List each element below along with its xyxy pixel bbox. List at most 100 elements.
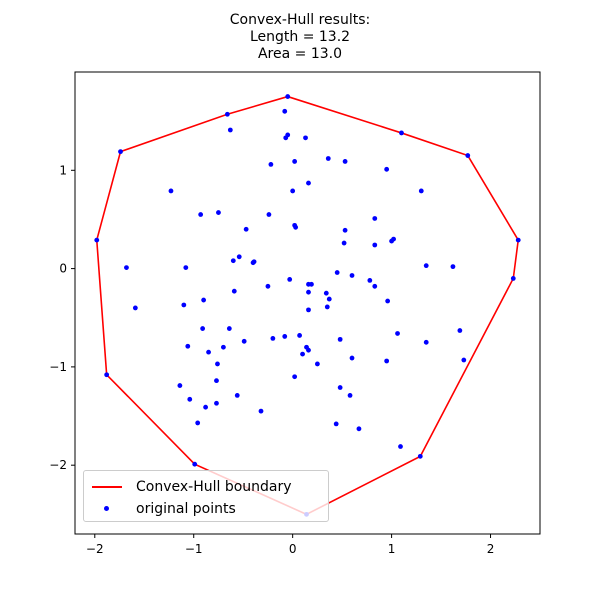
data-point (266, 212, 272, 217)
data-point (292, 374, 298, 380)
data-point (118, 149, 123, 155)
title-line-1: Convex-Hull results: (229, 12, 371, 28)
data-point (297, 333, 302, 338)
x-tick-label: −2 (86, 542, 104, 556)
x-tick-label: 1 (388, 542, 396, 556)
data-point (465, 153, 471, 158)
data-point (216, 210, 221, 215)
data-point (290, 188, 296, 194)
data-point (234, 393, 240, 398)
data-point (334, 270, 340, 275)
data-point (200, 326, 206, 331)
data-point (349, 273, 355, 278)
data-point (185, 343, 191, 349)
data-point (221, 344, 226, 350)
data-point (461, 357, 467, 363)
y-tick-label: −1 (49, 360, 67, 374)
data-point (104, 372, 110, 378)
data-point (337, 385, 343, 390)
data-point (285, 94, 291, 99)
data-point (227, 127, 233, 133)
data-point (342, 227, 348, 233)
data-point (337, 336, 343, 342)
data-point (287, 277, 293, 282)
data-point (124, 265, 129, 271)
data-point (94, 237, 100, 243)
legend-label-hull: Convex-Hull boundary (136, 479, 292, 495)
legend-label-points: original points (136, 501, 236, 517)
plot-area (74, 71, 541, 535)
data-point (132, 305, 138, 311)
data-point (349, 355, 355, 361)
data-point (306, 289, 311, 295)
data-point (303, 135, 308, 141)
data-point (457, 328, 463, 333)
x-tick-label: −1 (185, 542, 203, 556)
data-point (314, 361, 320, 367)
data-point (372, 216, 378, 221)
data-point (265, 283, 271, 289)
data-point (423, 263, 429, 269)
data-point (385, 298, 391, 304)
legend-item-points: original points (92, 499, 236, 519)
y-tick-label: 1 (59, 163, 67, 177)
data-point (326, 296, 332, 302)
data-point (177, 383, 183, 388)
title-line-3: Area = 13.0 (257, 46, 343, 62)
data-point (206, 349, 211, 355)
data-point (510, 276, 516, 281)
data-point (423, 339, 429, 345)
data-point (270, 335, 276, 341)
points-layer (94, 94, 521, 517)
data-point (418, 188, 424, 194)
data-point (372, 242, 378, 248)
data-point (224, 111, 230, 117)
legend-line-swatch (92, 477, 122, 497)
data-point (347, 393, 353, 398)
data-point (323, 290, 329, 296)
data-point (306, 307, 311, 313)
data-point (215, 361, 220, 367)
data-point (214, 400, 219, 406)
data-point (341, 240, 347, 246)
data-point (325, 156, 331, 161)
data-point (292, 159, 298, 164)
data-point (258, 408, 264, 414)
data-point (192, 461, 198, 467)
data-point (356, 426, 362, 432)
data-point (203, 404, 208, 410)
data-point (391, 236, 396, 242)
data-point (282, 108, 288, 114)
data-point (398, 444, 403, 449)
data-point (268, 162, 274, 167)
data-point (300, 351, 305, 357)
data-point (333, 421, 339, 427)
data-point (187, 396, 193, 402)
data-point (201, 297, 207, 303)
data-point (198, 212, 204, 217)
data-point (395, 331, 400, 336)
data-point (367, 277, 373, 283)
legend-item-hull: Convex-Hull boundary (92, 477, 292, 497)
data-point (306, 180, 311, 186)
data-point (292, 222, 298, 228)
title-line-2: Length = 13.2 (249, 29, 351, 45)
data-point (236, 254, 242, 260)
data-point (241, 338, 247, 344)
data-point (214, 378, 219, 384)
data-point (515, 237, 521, 243)
data-point (226, 326, 232, 331)
data-point (285, 132, 291, 138)
axis-ticks: −2 −1 0 1 2 −2 −1 0 1 (49, 163, 494, 556)
y-tick-label: −2 (49, 458, 67, 472)
data-point (399, 130, 404, 136)
data-point (168, 188, 174, 194)
data-point (450, 264, 456, 270)
x-tick-label: 0 (289, 542, 297, 556)
data-point (309, 281, 314, 287)
legend-dot-swatch (92, 499, 122, 519)
data-point (250, 260, 256, 266)
y-tick-label: 0 (59, 262, 67, 276)
data-point (372, 283, 378, 289)
data-point (183, 265, 189, 271)
